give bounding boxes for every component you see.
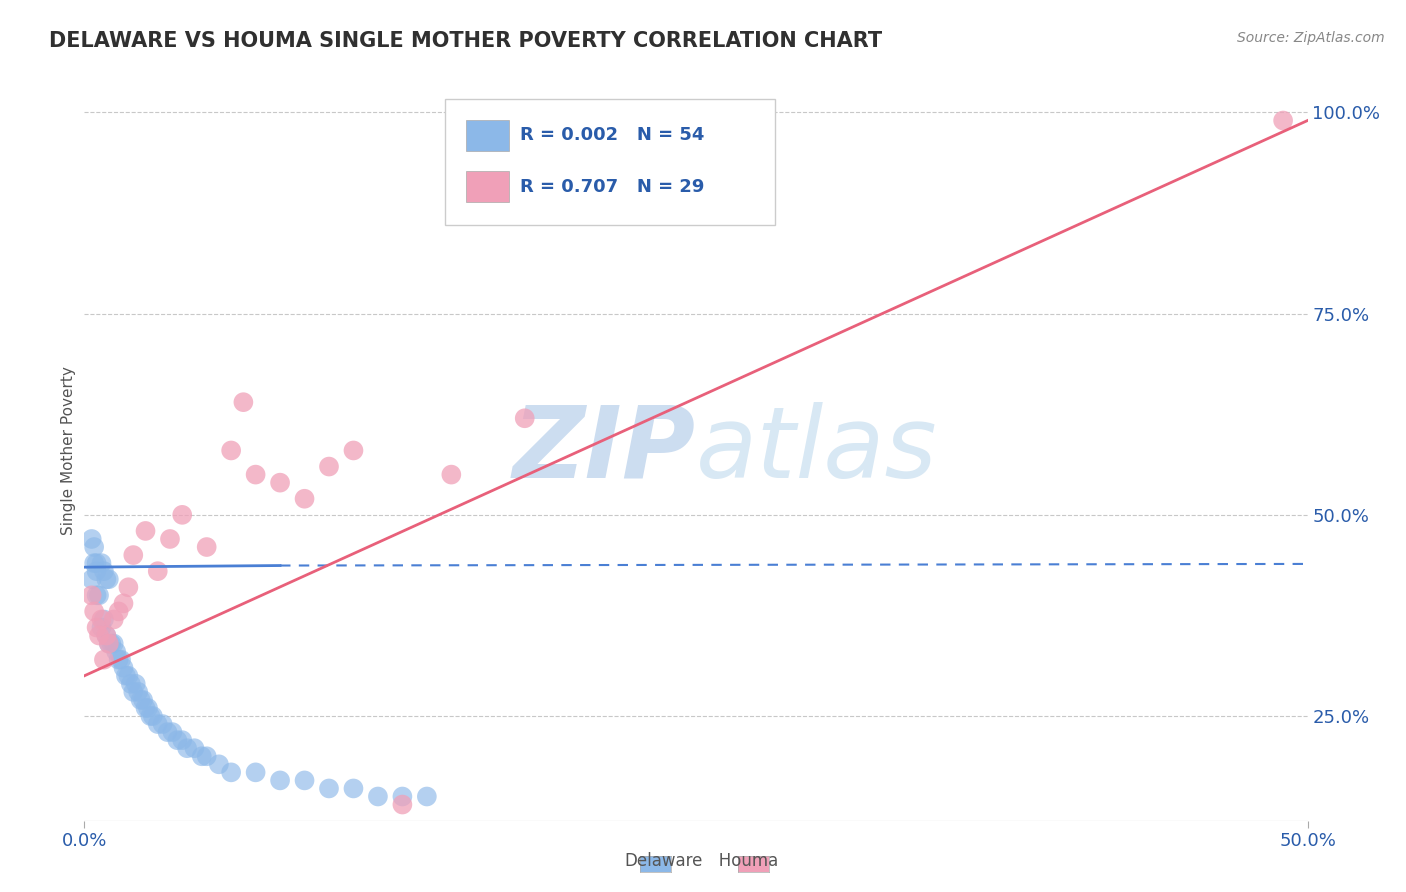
Point [183,741,205,756]
Point [93,564,115,578]
Point [1272,113,1295,128]
Point [122,548,145,562]
Point [86,620,108,634]
Y-axis label: Single Mother Poverty: Single Mother Poverty [60,366,76,535]
Point [159,532,181,546]
Point [172,508,194,522]
Point [342,443,364,458]
Point [105,645,128,659]
Point [195,749,218,764]
Point [120,677,142,691]
Point [342,781,364,796]
Point [97,572,120,586]
Point [122,685,145,699]
Point [132,693,155,707]
Point [115,669,138,683]
Point [391,797,413,812]
Point [86,564,108,578]
Point [269,773,291,788]
Point [208,757,231,772]
Point [245,765,267,780]
Point [100,637,122,651]
Point [232,395,254,409]
Point [127,685,149,699]
Point [219,765,242,780]
Point [86,556,108,570]
FancyBboxPatch shape [465,171,509,202]
Point [135,524,157,538]
Point [83,604,105,618]
Point [90,556,112,570]
Point [146,717,169,731]
Point [117,669,139,683]
Point [103,612,125,626]
Text: R = 0.707   N = 29: R = 0.707 N = 29 [520,178,704,196]
Point [269,475,291,490]
Point [135,701,157,715]
Point [294,491,316,506]
Point [440,467,463,482]
Point [86,588,108,602]
Point [80,572,103,586]
Point [513,411,536,425]
Point [166,733,188,747]
Text: Delaware: Delaware [624,852,703,870]
Point [136,701,159,715]
Text: ZIP: ZIP [513,402,696,499]
Point [96,629,118,643]
Point [112,661,135,675]
Point [191,749,214,764]
Point [152,717,174,731]
Point [80,532,103,546]
Point [93,653,115,667]
Point [83,540,105,554]
Point [391,789,413,804]
Point [318,459,340,474]
Point [96,572,118,586]
Text: Source: ZipAtlas.com: Source: ZipAtlas.com [1237,31,1385,45]
Point [367,789,389,804]
FancyBboxPatch shape [446,99,776,225]
Point [416,789,439,804]
Point [129,693,152,707]
Point [90,612,112,626]
Text: Houma: Houma [703,852,779,870]
Point [318,781,340,796]
Text: R = 0.002   N = 54: R = 0.002 N = 54 [520,126,704,145]
Point [172,733,194,747]
Point [294,773,316,788]
Point [139,709,162,723]
Point [87,588,110,602]
Text: atlas: atlas [696,402,938,499]
Point [146,564,169,578]
Point [176,741,198,756]
Point [80,588,103,602]
Point [112,596,135,610]
Point [219,443,242,458]
Point [156,725,179,739]
Point [83,556,105,570]
Point [96,629,118,643]
Point [142,709,165,723]
Text: DELAWARE VS HOUMA SINGLE MOTHER POVERTY CORRELATION CHART: DELAWARE VS HOUMA SINGLE MOTHER POVERTY … [49,31,883,51]
FancyBboxPatch shape [465,120,509,151]
Point [117,580,139,594]
Point [103,637,125,651]
Point [125,677,148,691]
Point [245,467,267,482]
Point [90,620,112,634]
Point [97,637,120,651]
Point [107,653,129,667]
Point [97,637,120,651]
Point [87,629,110,643]
Point [195,540,218,554]
Point [110,653,132,667]
Point [162,725,184,739]
Point [93,612,115,626]
Point [107,604,129,618]
